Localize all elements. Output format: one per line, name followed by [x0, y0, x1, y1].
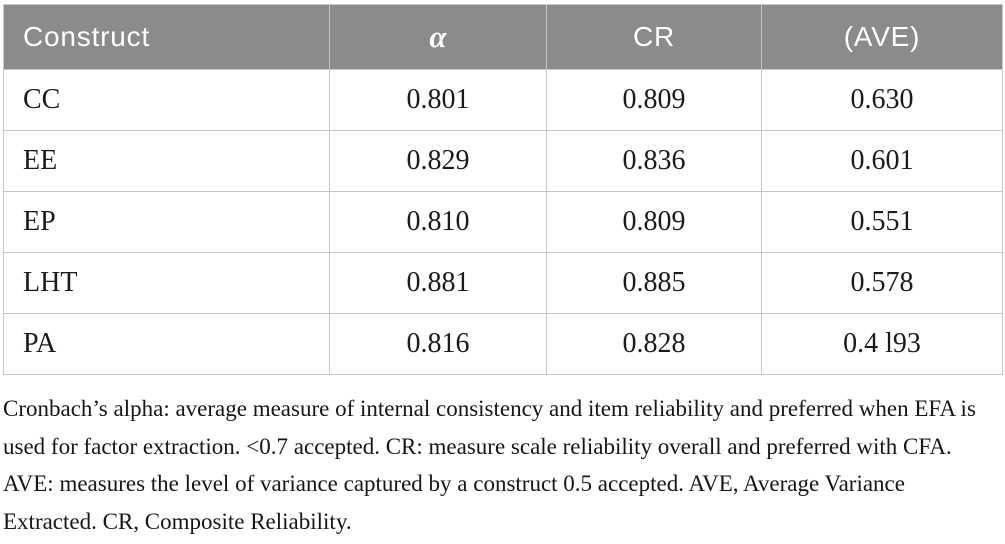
- ave-cell: 0.551: [761, 191, 1003, 253]
- cr-cell: 0.836: [546, 130, 762, 192]
- alpha-cell: 0.810: [329, 191, 547, 253]
- cr-cell: 0.828: [546, 313, 762, 375]
- cr-cell: 0.809: [546, 69, 762, 131]
- construct-cell: EE: [3, 130, 330, 192]
- construct-cell: CC: [3, 69, 330, 131]
- table-row: LHT 0.881 0.885 0.578: [3, 252, 1003, 314]
- alpha-cell: 0.829: [329, 130, 547, 192]
- alpha-cell: 0.816: [329, 313, 547, 375]
- construct-cell: PA: [3, 313, 330, 375]
- alpha-cell: 0.881: [329, 252, 547, 314]
- reliability-table: Construct α CR (AVE) CC 0.801 0.809 0.63…: [3, 4, 1003, 375]
- column-header-cr: CR: [546, 4, 762, 70]
- construct-cell: EP: [3, 191, 330, 253]
- table-row: EE 0.829 0.836 0.601: [3, 130, 1003, 192]
- ave-cell: 0.630: [761, 69, 1003, 131]
- cr-cell: 0.885: [546, 252, 762, 314]
- construct-cell: LHT: [3, 252, 330, 314]
- ave-cell: 0.601: [761, 130, 1003, 192]
- ave-cell: 0.4 l93: [761, 313, 1003, 375]
- table-row: CC 0.801 0.809 0.630: [3, 69, 1003, 131]
- table-footnote: Cronbach’s alpha: average measure of int…: [3, 396, 976, 535]
- cr-cell: 0.809: [546, 191, 762, 253]
- ave-cell: 0.578: [761, 252, 1003, 314]
- column-header-alpha: α: [329, 4, 547, 70]
- table-row: PA 0.816 0.828 0.4 l93: [3, 313, 1003, 375]
- table-row: EP 0.810 0.809 0.551: [3, 191, 1003, 253]
- alpha-cell: 0.801: [329, 69, 547, 131]
- column-header-construct: Construct: [3, 4, 330, 70]
- column-header-ave: (AVE): [761, 4, 1003, 70]
- header-row: Construct α CR (AVE): [3, 4, 1003, 70]
